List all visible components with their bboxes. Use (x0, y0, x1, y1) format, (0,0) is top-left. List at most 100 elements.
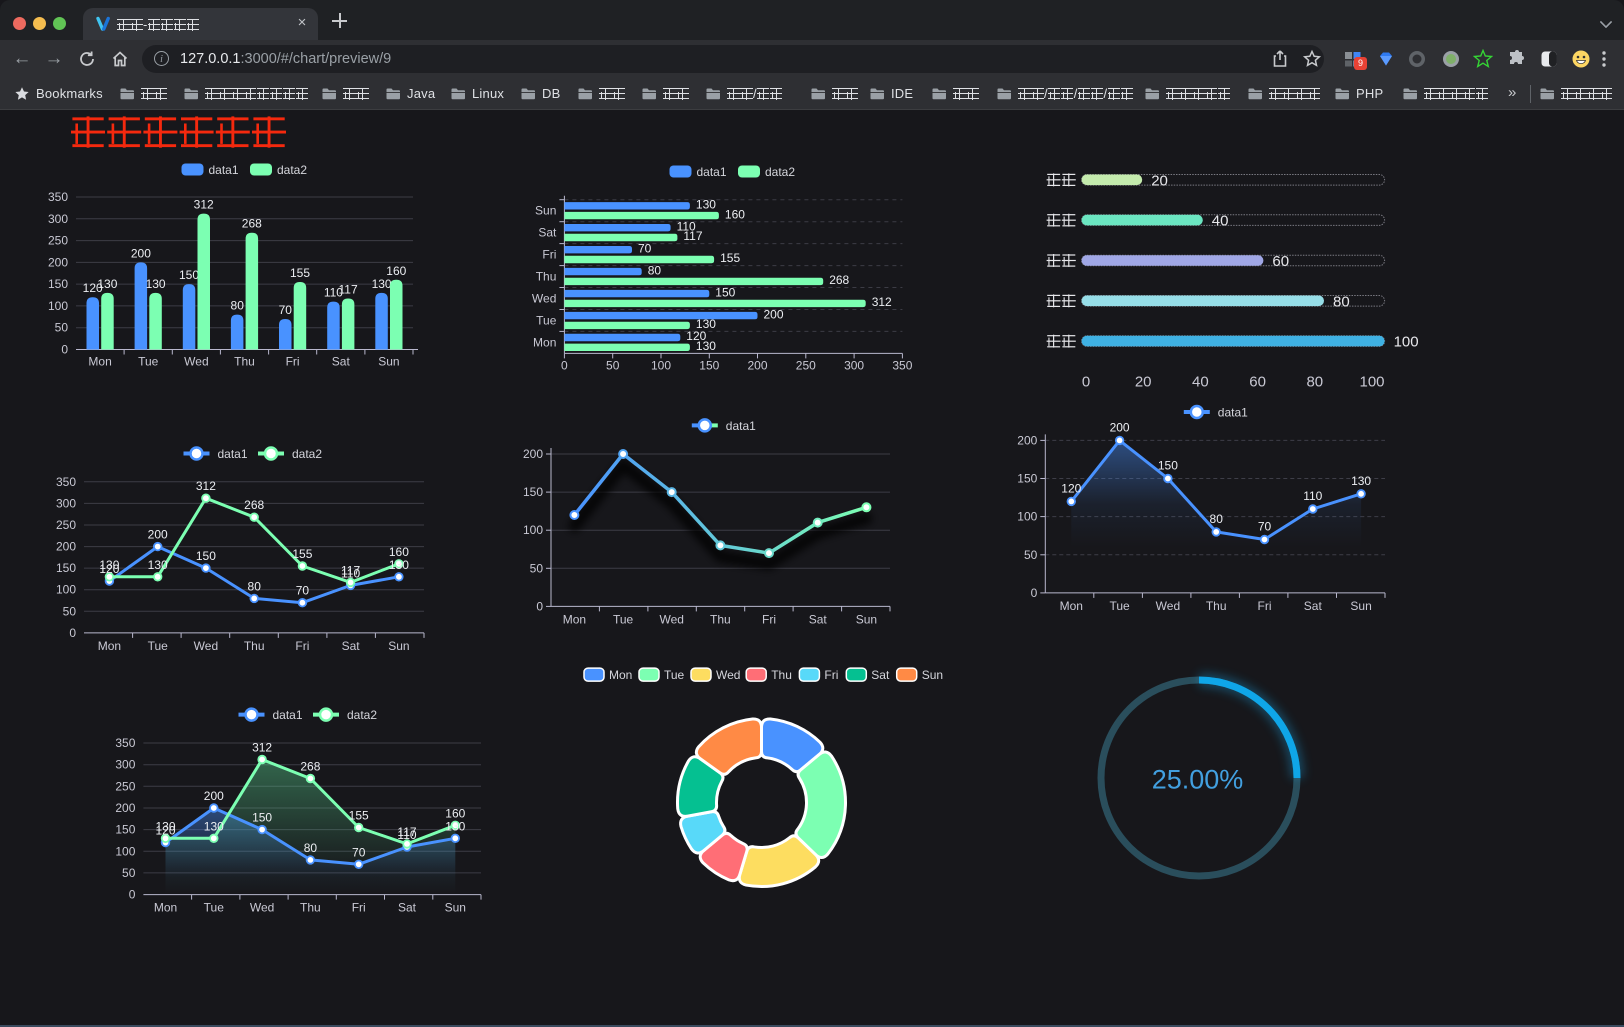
svg-text:80: 80 (1306, 373, 1323, 390)
svg-text:150: 150 (1158, 459, 1178, 473)
svg-text:Sat: Sat (1304, 599, 1323, 613)
svg-text:312: 312 (872, 295, 892, 309)
svg-text:150: 150 (56, 561, 76, 575)
svg-text:data1: data1 (697, 165, 727, 179)
svg-text:268: 268 (244, 498, 264, 512)
svg-text:160: 160 (386, 264, 406, 278)
svg-text:150: 150 (523, 485, 543, 499)
svg-text:50: 50 (122, 866, 136, 880)
svg-text:Fri: Fri (542, 248, 556, 262)
svg-text:200: 200 (148, 528, 168, 542)
svg-text:Wed: Wed (194, 639, 218, 653)
svg-text:350: 350 (56, 475, 76, 489)
svg-text:268: 268 (242, 217, 262, 231)
svg-text:Wed: Wed (716, 668, 740, 682)
svg-text:Sat: Sat (332, 355, 351, 369)
svg-text:Sun: Sun (388, 639, 409, 653)
svg-text:Sun: Sun (535, 204, 556, 218)
svg-text:Fri: Fri (352, 901, 366, 915)
svg-text:130: 130 (389, 558, 409, 572)
svg-text:117: 117 (683, 229, 702, 243)
svg-text:155: 155 (720, 251, 740, 265)
svg-text:80: 80 (648, 263, 662, 277)
svg-text:70: 70 (352, 845, 366, 859)
svg-text:200: 200 (204, 789, 224, 803)
svg-text:160: 160 (725, 207, 745, 221)
svg-text:300: 300 (844, 358, 864, 372)
svg-text:300: 300 (48, 212, 68, 226)
svg-text:Fri: Fri (762, 612, 776, 626)
svg-text:Wed: Wed (1156, 599, 1180, 613)
svg-text:268: 268 (829, 273, 849, 287)
svg-text:150: 150 (252, 811, 272, 825)
svg-text:155: 155 (292, 547, 312, 561)
svg-text:Thu: Thu (771, 668, 792, 682)
svg-text:200: 200 (131, 246, 151, 260)
svg-text:130: 130 (372, 277, 392, 291)
svg-text:110: 110 (341, 566, 360, 580)
svg-text:130: 130 (155, 819, 175, 833)
svg-text:150: 150 (115, 823, 135, 837)
svg-text:130: 130 (1351, 474, 1371, 488)
svg-text:data1: data1 (218, 447, 248, 461)
svg-text:Fri: Fri (286, 355, 300, 369)
svg-text:70: 70 (279, 303, 293, 317)
svg-text:312: 312 (194, 198, 214, 212)
svg-text:Wed: Wed (532, 292, 556, 306)
svg-text:117: 117 (397, 825, 416, 839)
svg-text:Tue: Tue (664, 668, 685, 682)
svg-text:Thu: Thu (244, 639, 265, 653)
svg-text:312: 312 (252, 741, 272, 755)
svg-text:Tue: Tue (613, 612, 634, 626)
svg-text:110: 110 (397, 828, 416, 842)
svg-text:130: 130 (204, 819, 224, 833)
svg-text:20: 20 (1151, 172, 1168, 189)
svg-text:100: 100 (115, 844, 135, 858)
svg-text:Mon: Mon (98, 639, 121, 653)
svg-text:Sun: Sun (445, 901, 466, 915)
svg-text:200: 200 (56, 540, 76, 554)
svg-text:Wed: Wed (659, 612, 683, 626)
svg-text:data2: data2 (347, 708, 377, 722)
svg-text:Sat: Sat (871, 668, 890, 682)
svg-text:data2: data2 (765, 165, 795, 179)
svg-text:117: 117 (339, 283, 358, 297)
svg-text:100: 100 (651, 358, 671, 372)
svg-text:120: 120 (99, 562, 119, 576)
svg-text:0: 0 (61, 343, 68, 357)
svg-text:130: 130 (696, 317, 716, 331)
svg-text:250: 250 (796, 358, 816, 372)
svg-text:Fri: Fri (824, 668, 838, 682)
svg-text:110: 110 (324, 286, 343, 300)
svg-text:data2: data2 (292, 447, 322, 461)
svg-text:130: 130 (97, 277, 117, 291)
svg-text:120: 120 (686, 329, 706, 343)
svg-text:Tue: Tue (204, 901, 225, 915)
svg-text:155: 155 (349, 809, 369, 823)
svg-text:200: 200 (115, 801, 135, 815)
svg-text:Wed: Wed (250, 901, 274, 915)
svg-text:100: 100 (1017, 510, 1037, 524)
svg-text:250: 250 (56, 518, 76, 532)
svg-text:0: 0 (69, 626, 76, 640)
svg-text:160: 160 (389, 545, 409, 559)
svg-text:50: 50 (55, 321, 69, 335)
svg-text:120: 120 (1061, 481, 1081, 495)
svg-text:Mon: Mon (563, 612, 586, 626)
svg-text:70: 70 (1258, 520, 1272, 534)
svg-text:350: 350 (892, 358, 912, 372)
svg-text:250: 250 (48, 234, 68, 248)
svg-text:350: 350 (115, 736, 135, 750)
svg-text:110: 110 (677, 219, 696, 233)
svg-text:100: 100 (1394, 334, 1419, 351)
svg-text:Tue: Tue (138, 355, 159, 369)
svg-text:312: 312 (196, 479, 216, 493)
svg-text:100: 100 (1359, 373, 1384, 390)
svg-text:130: 130 (148, 558, 168, 572)
svg-text:300: 300 (56, 496, 76, 510)
svg-text:80: 80 (231, 299, 245, 313)
svg-text:40: 40 (1212, 213, 1229, 230)
svg-text:100: 100 (48, 299, 68, 313)
svg-text:data1: data1 (209, 163, 239, 177)
svg-text:150: 150 (179, 268, 199, 282)
